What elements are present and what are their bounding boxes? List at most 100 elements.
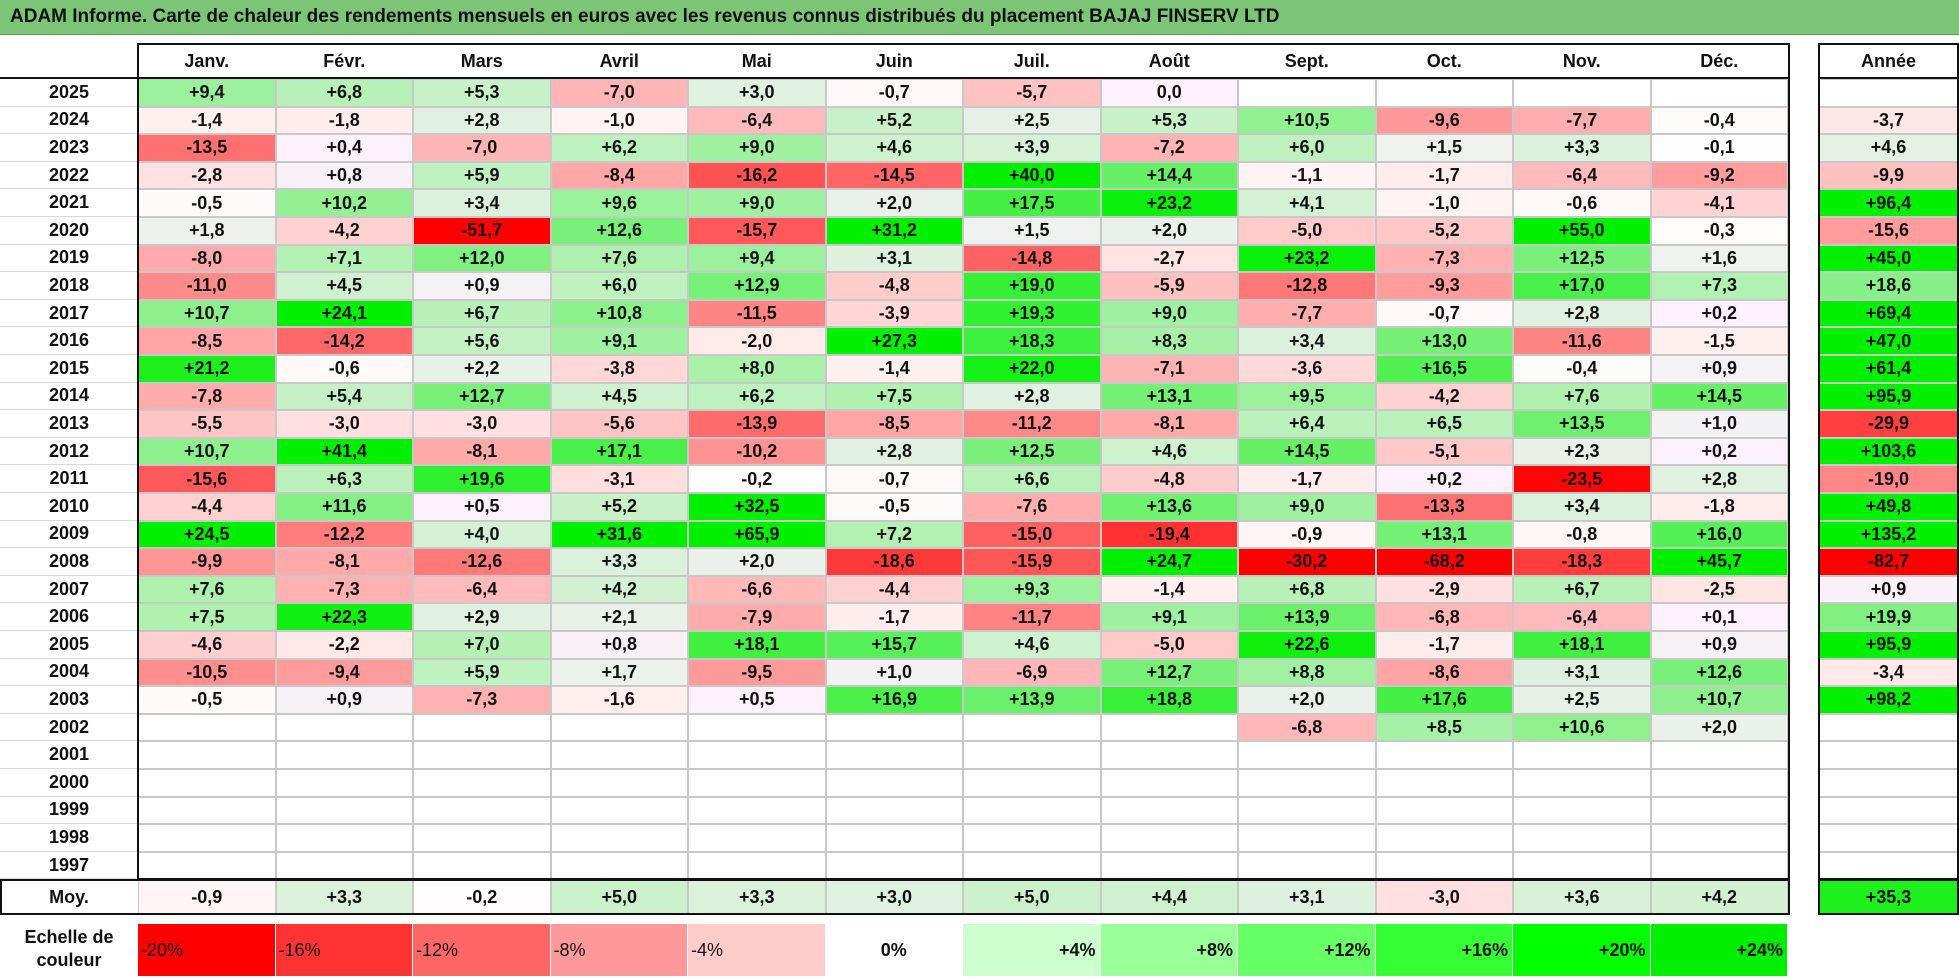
heatmap-cell: +4,6 (825, 134, 963, 162)
heatmap-cell (1375, 769, 1513, 797)
heatmap-cell: -9,5 (688, 658, 826, 687)
heatmap-cell: -4,8 (825, 272, 963, 300)
heatmap-cell (138, 824, 276, 852)
heatmap-cell: +2,5 (1513, 686, 1651, 714)
monthly-average-cell: +3,1 (1238, 880, 1376, 914)
heatmap-cell: +5,3 (413, 79, 551, 107)
month-header: Févr. (275, 44, 413, 78)
heatmap-cell: -4,4 (138, 493, 276, 521)
heatmap-cell: +7,6 (1513, 382, 1651, 411)
heatmap-cell: +6,0 (1238, 134, 1376, 162)
heatmap-cell: +5,9 (413, 161, 551, 190)
heatmap-cell: 0,0 (1100, 79, 1238, 107)
heatmap-cell: +2,0 (1100, 217, 1238, 245)
heatmap-cell (138, 741, 276, 769)
heatmap-cell: -0,5 (138, 189, 276, 217)
year-label: 2014 (0, 382, 138, 411)
heatmap-cell: -6,6 (688, 575, 826, 604)
annual-total-cell: +49,8 (1819, 493, 1958, 521)
heatmap-cell: +2,5 (963, 106, 1101, 135)
annual-total-cell (1819, 796, 1958, 825)
heatmap-cell (963, 824, 1101, 852)
heatmap-cell: -16,2 (688, 161, 826, 190)
heatmap-cell: +32,5 (688, 493, 826, 521)
heatmap-cell: +0,9 (275, 686, 413, 714)
heatmap-cell: -1,7 (1238, 465, 1376, 493)
heatmap-cell: +2,8 (1650, 465, 1788, 493)
heatmap-cell: +6,8 (1238, 575, 1376, 604)
color-scale-swatch: 0% (825, 924, 963, 976)
heatmap-cell (825, 796, 963, 825)
year-label: 2002 (0, 713, 138, 742)
heatmap-cell: -1,4 (138, 106, 276, 135)
heatmap-cell: -13,5 (138, 134, 276, 162)
heatmap-cell (550, 796, 688, 825)
heatmap-cell: -15,0 (963, 520, 1101, 549)
heatmap-cell: +22,0 (963, 355, 1101, 383)
heatmap-cell (1513, 741, 1651, 769)
heatmap-cell (138, 769, 276, 797)
heatmap-cell: +19,3 (963, 299, 1101, 328)
heatmap-cell: +13,1 (1100, 382, 1238, 411)
heatmap-cell (1650, 851, 1788, 880)
year-label: 2001 (0, 741, 138, 769)
heatmap-cell: -11,6 (1513, 327, 1651, 355)
heatmap-cell: -5,5 (138, 410, 276, 438)
annual-total-cell: +98,2 (1819, 686, 1958, 714)
heatmap-cell: +4,5 (550, 382, 688, 411)
heatmap-cell: +12,7 (413, 382, 551, 411)
annual-total-cell: +18,6 (1819, 272, 1958, 300)
monthly-average-cell: +3,0 (825, 880, 963, 914)
year-label: 2007 (0, 575, 138, 604)
heatmap-cell: -7,6 (963, 493, 1101, 521)
heatmap-cell: -5,2 (1375, 217, 1513, 245)
heatmap-cell (138, 796, 276, 825)
heatmap-cell: -9,9 (138, 548, 276, 576)
heatmap-cell: +10,6 (1513, 713, 1651, 742)
heatmap-cell: -23,5 (1513, 465, 1651, 493)
year-label: 2011 (0, 465, 138, 493)
heatmap-cell: +9,0 (1100, 299, 1238, 328)
heatmap-cell: -1,7 (825, 603, 963, 631)
year-label: 2003 (0, 686, 138, 714)
heatmap-cell: +13,1 (1375, 520, 1513, 549)
heatmap-cell: -8,4 (550, 161, 688, 190)
heatmap-cell: +14,5 (1238, 437, 1376, 466)
heatmap-cell: +0,2 (1650, 299, 1788, 328)
heatmap-cell: +2,2 (413, 355, 551, 383)
annual-header-divider (1818, 77, 1959, 79)
heatmap-cell: -7,8 (138, 382, 276, 411)
heatmap-cell: +0,5 (688, 686, 826, 714)
heatmap-cell: +6,2 (688, 382, 826, 411)
heatmap-cell: -2,9 (1375, 575, 1513, 604)
heatmap-cell: -1,8 (275, 106, 413, 135)
heatmap-cell: +10,7 (138, 437, 276, 466)
heatmap-cell: -2,8 (138, 161, 276, 190)
heatmap-cell (688, 769, 826, 797)
heatmap-cell: -0,6 (275, 355, 413, 383)
heatmap-cell: -51,7 (413, 217, 551, 245)
heatmap-cell: -7,7 (1238, 299, 1376, 328)
heatmap-cell: +7,5 (138, 603, 276, 631)
heatmap-cell: +5,3 (1100, 106, 1238, 135)
heatmap-cell: +3,4 (1513, 493, 1651, 521)
year-label: 2021 (0, 189, 138, 217)
heatmap-cell: +1,0 (1650, 410, 1788, 438)
heatmap-cell (825, 769, 963, 797)
heatmap-cell: +7,6 (138, 575, 276, 604)
heatmap-cell: +1,5 (963, 217, 1101, 245)
heatmap-cell: +6,6 (963, 465, 1101, 493)
heatmap-cell: +2,0 (1650, 713, 1788, 742)
heatmap-cell: +0,9 (1650, 355, 1788, 383)
heatmap-cell: -11,5 (688, 299, 826, 328)
heatmap-cell: -0,7 (825, 79, 963, 107)
heatmap-cell: -2,2 (275, 631, 413, 659)
heatmap-cell: +31,2 (825, 217, 963, 245)
heatmap-cell: +12,6 (1650, 658, 1788, 687)
heatmap-cell: +2,3 (1513, 437, 1651, 466)
heatmap-cell: +10,2 (275, 189, 413, 217)
heatmap-cell: -7,9 (688, 603, 826, 631)
month-header: Déc. (1650, 44, 1788, 78)
heatmap-cell (275, 851, 413, 880)
heatmap-cell: +3,4 (413, 189, 551, 217)
